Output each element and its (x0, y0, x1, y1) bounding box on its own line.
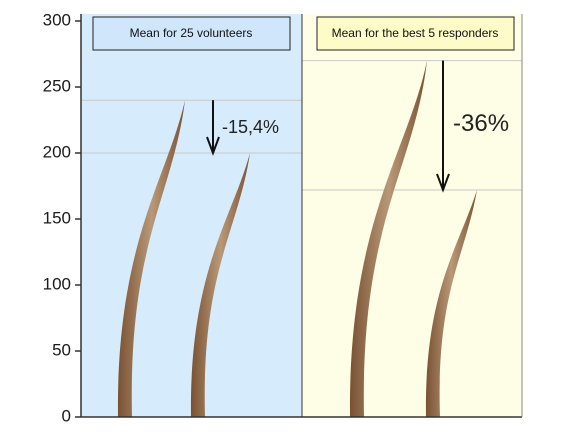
y-tick-label: 250 (43, 76, 71, 95)
y-tick-label: 200 (43, 142, 71, 161)
hair-bar-before-right (349, 60, 427, 417)
change-label-right: -36% (453, 110, 509, 137)
panel-title-box-right (316, 16, 515, 51)
arrow-head (206, 136, 220, 156)
decrease-arrow-left (206, 100, 220, 156)
y-tick-label: 300 (43, 10, 71, 29)
panel-background-left (81, 14, 302, 417)
y-tick-label: 50 (52, 340, 71, 359)
panel-title-right: Mean for the best 5 responders (332, 26, 499, 40)
y-tick-label: 100 (43, 274, 71, 293)
arrow-head (436, 173, 450, 193)
change-label-left: -15,4% (222, 117, 279, 137)
hair-bar-after-left (190, 153, 250, 417)
panel-background-right (302, 14, 522, 417)
decrease-arrow-right (436, 60, 450, 193)
y-tick-label: 0 (62, 406, 71, 425)
panel-title-left: Mean for 25 volunteers (130, 26, 253, 40)
y-axis: 0 50 100 150 200 250 300 (43, 10, 82, 425)
y-tick-label: 150 (43, 208, 71, 227)
hair-bar-before-left (117, 100, 185, 417)
hair-bar-after-right (425, 189, 477, 417)
panel-title-box-left (92, 16, 291, 51)
